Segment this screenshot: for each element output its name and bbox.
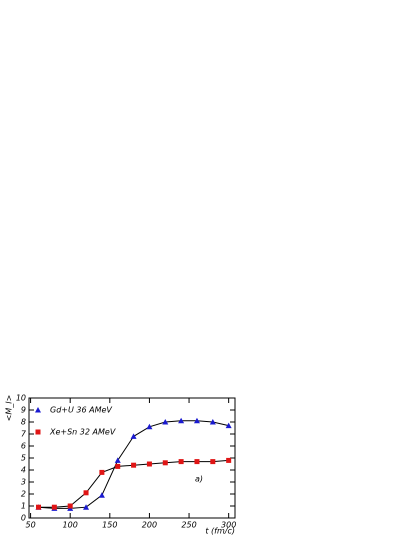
- y-tick-label: 5: [21, 454, 26, 463]
- marker: [193, 417, 200, 424]
- marker: [226, 457, 232, 463]
- y-tick-label: 2: [21, 490, 26, 499]
- x-axis-label: t (fm/c): [205, 527, 235, 536]
- legend-label: Gd+U 36 AMeV: [50, 406, 112, 415]
- y-tick-label: 10: [16, 394, 26, 403]
- marker: [178, 459, 184, 465]
- y-tick-label: 6: [21, 442, 26, 451]
- y-tick-label: 0: [21, 514, 26, 523]
- marker: [115, 463, 121, 469]
- x-tick-label: 100: [63, 521, 78, 530]
- y-tick-label: 9: [21, 406, 26, 415]
- x-tick-label: 200: [142, 521, 157, 530]
- x-tick-label: 50: [25, 521, 35, 530]
- plot-frame: [28, 397, 236, 519]
- marker: [209, 419, 216, 425]
- marker: [51, 504, 57, 510]
- y-tick-label: 7: [21, 430, 27, 439]
- marker: [162, 419, 169, 425]
- marker: [178, 417, 185, 424]
- marker: [131, 462, 137, 468]
- y-tick-label: 1: [21, 502, 26, 511]
- marker: [130, 433, 137, 439]
- marker: [114, 457, 121, 463]
- x-tick-label: 300: [221, 521, 236, 530]
- y-axis-label: <M_I>: [5, 395, 14, 422]
- marker: [83, 504, 90, 510]
- marker: [225, 422, 232, 429]
- marker: [194, 459, 200, 465]
- marker: [162, 460, 168, 466]
- marker: [36, 504, 42, 510]
- annotation: a): [195, 475, 203, 484]
- x-tick-label: 150: [102, 521, 117, 530]
- marker: [83, 490, 89, 496]
- marker: [67, 503, 73, 509]
- x-tick-label: 250: [181, 521, 196, 530]
- y-tick-label: 8: [21, 418, 26, 427]
- legend-marker: [35, 429, 41, 435]
- marker: [210, 459, 216, 465]
- marker: [146, 423, 153, 430]
- legend-label: Xe+Sn 32 AMeV: [49, 428, 116, 437]
- marker: [146, 461, 152, 467]
- marker: [98, 492, 105, 498]
- legend-marker: [35, 407, 41, 413]
- marker: [99, 469, 105, 475]
- y-tick-label: 3: [21, 478, 26, 487]
- y-tick-label: 4: [21, 466, 26, 475]
